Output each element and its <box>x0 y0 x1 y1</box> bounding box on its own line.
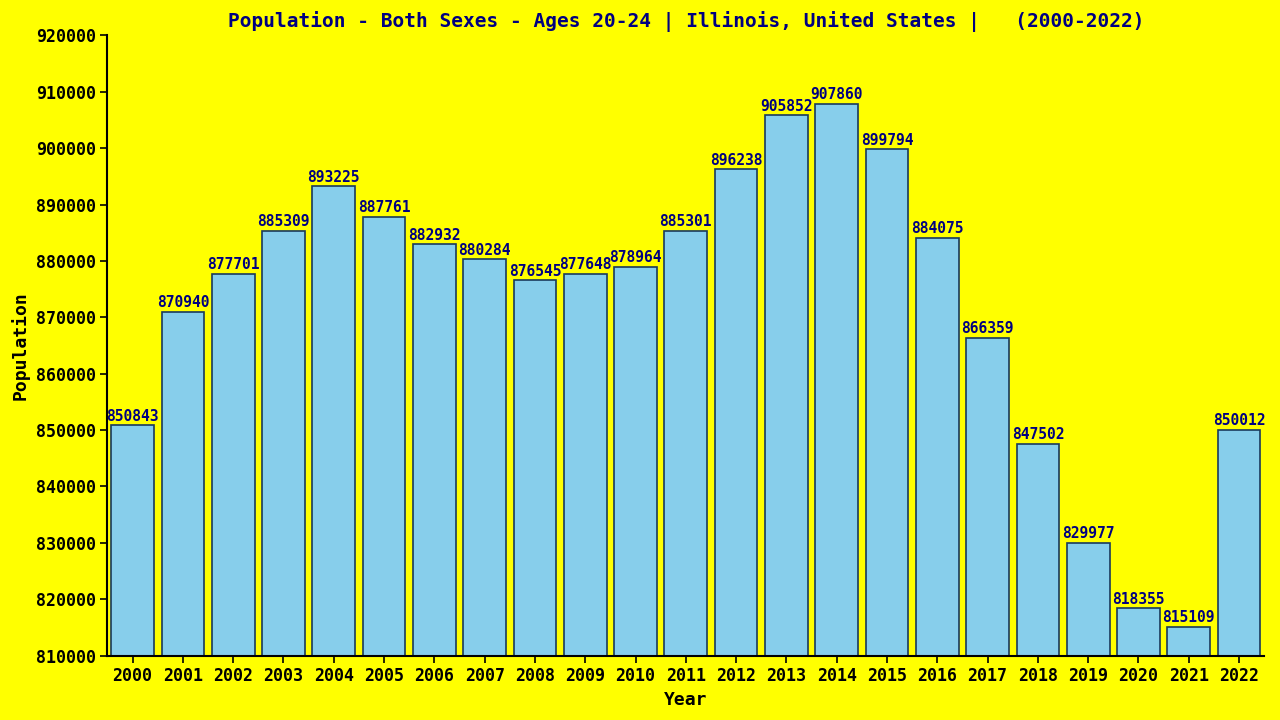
Text: 896238: 896238 <box>710 153 763 168</box>
Text: 850843: 850843 <box>106 408 159 423</box>
Text: 866359: 866359 <box>961 321 1014 336</box>
Bar <box>815 104 858 655</box>
Bar <box>413 244 456 655</box>
Bar <box>1117 608 1160 655</box>
Text: 870940: 870940 <box>156 295 209 310</box>
Text: 899794: 899794 <box>860 132 913 148</box>
Bar <box>211 274 255 655</box>
Text: 882932: 882932 <box>408 228 461 243</box>
Text: 876545: 876545 <box>508 264 561 279</box>
Text: 829977: 829977 <box>1062 526 1115 541</box>
Bar <box>564 274 607 655</box>
Text: 847502: 847502 <box>1011 428 1064 442</box>
Bar <box>161 312 205 655</box>
Y-axis label: Population: Population <box>12 291 31 400</box>
Bar <box>1016 444 1060 655</box>
Bar <box>111 426 154 655</box>
Title: Population - Both Sexes - Ages 20-24 | Illinois, United States |   (2000-2022): Population - Both Sexes - Ages 20-24 | I… <box>228 11 1144 32</box>
Text: 850012: 850012 <box>1213 413 1266 428</box>
Bar <box>714 169 758 655</box>
Text: 907860: 907860 <box>810 87 863 102</box>
X-axis label: Year: Year <box>664 691 708 709</box>
Text: 884075: 884075 <box>911 221 964 236</box>
Bar <box>262 231 305 655</box>
Bar <box>513 280 557 655</box>
Text: 880284: 880284 <box>458 243 511 258</box>
Text: 905852: 905852 <box>760 99 813 114</box>
Text: 887761: 887761 <box>358 200 411 215</box>
Text: 885309: 885309 <box>257 215 310 229</box>
Bar <box>463 259 506 655</box>
Bar <box>664 231 708 655</box>
Bar <box>765 115 808 655</box>
Bar <box>865 149 909 655</box>
Bar <box>312 186 355 655</box>
Bar <box>1217 430 1261 655</box>
Text: 893225: 893225 <box>307 170 360 185</box>
Bar <box>1066 543 1110 655</box>
Text: 885301: 885301 <box>659 215 712 230</box>
Text: 877701: 877701 <box>207 257 260 272</box>
Text: 818355: 818355 <box>1112 592 1165 607</box>
Text: 878964: 878964 <box>609 250 662 265</box>
Text: 877648: 877648 <box>559 258 612 272</box>
Text: 815109: 815109 <box>1162 610 1215 625</box>
Bar <box>916 238 959 655</box>
Bar <box>966 338 1009 655</box>
Bar <box>1167 626 1210 655</box>
Bar <box>362 217 406 655</box>
Bar <box>614 267 657 655</box>
